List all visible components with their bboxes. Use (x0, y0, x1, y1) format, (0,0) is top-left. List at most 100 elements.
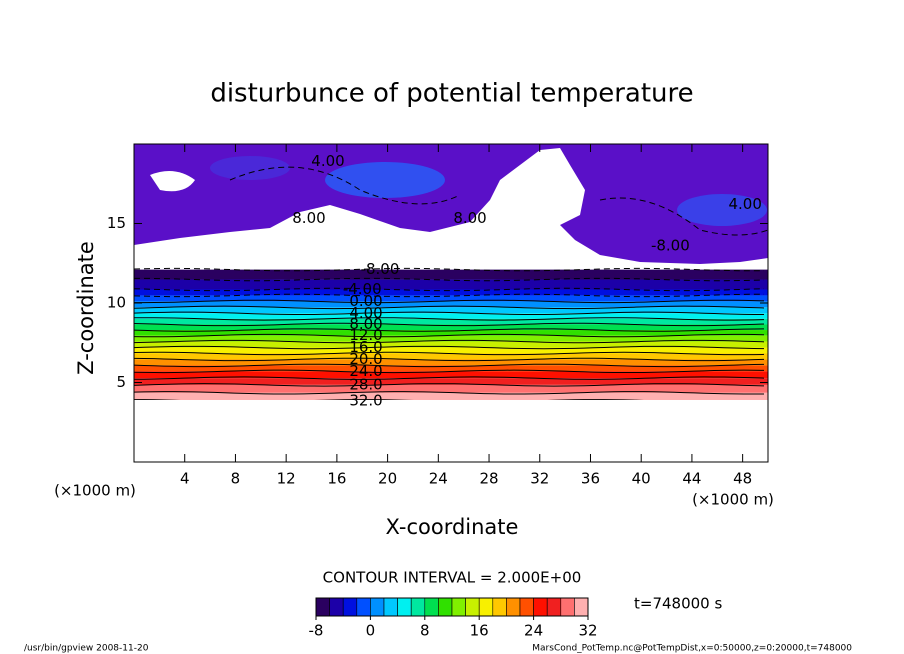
below-region (134, 400, 768, 462)
contour-band (134, 307, 768, 314)
x-tick-label: 20 (378, 470, 397, 488)
contour-label: 16.0 (349, 338, 382, 356)
colorbar-swatch (465, 597, 480, 617)
contour-line (134, 277, 765, 282)
colorbar-swatch (383, 597, 398, 617)
chart-title: disturbunce of potential temperature (210, 79, 693, 109)
x-tick-label: 4 (180, 470, 190, 488)
contour-band (134, 324, 768, 331)
colorbar-swatch (370, 597, 385, 617)
contour-label: 8.00 (292, 209, 325, 227)
cloud-region (150, 171, 195, 192)
colorbar-swatch (574, 597, 589, 617)
contour-label: 0.00 (349, 292, 382, 310)
contour-label: 8.00 (453, 209, 486, 227)
contour-label: 12.0 (349, 326, 382, 344)
contour-label: -8.00 (651, 236, 690, 254)
contour-band (134, 359, 768, 366)
contour-line (134, 293, 765, 298)
contour-line (134, 305, 765, 310)
colorbar-swatch (397, 597, 412, 617)
colorbar-tick-label: -8 (309, 622, 324, 640)
colorbar-swatch (519, 597, 534, 617)
colorbar-swatch (356, 597, 371, 617)
contour-line (134, 363, 765, 368)
contour-band (134, 392, 768, 401)
y-axis-title: Z-coordinate (74, 241, 98, 375)
x-tick-label: 40 (632, 470, 651, 488)
contour-label: 24.0 (349, 362, 382, 380)
time-label: t=748000 s (634, 595, 722, 613)
colorbar-swatch (451, 597, 466, 617)
x-tick-label: 36 (581, 470, 600, 488)
colorbar-frame (315, 597, 589, 617)
contour-band (134, 371, 768, 379)
contour-band (134, 384, 768, 393)
contour-label: -8.00 (361, 260, 400, 278)
colorbar-tick-label: 0 (366, 622, 376, 640)
colorbar-swatch (342, 597, 358, 617)
contour-line (134, 299, 765, 304)
cold-core (677, 194, 767, 226)
contour-band (134, 289, 768, 296)
contour-label: 4.00 (728, 195, 761, 213)
contour-band (134, 279, 768, 290)
contour-band (134, 365, 768, 372)
contour-band (134, 295, 768, 302)
contour-label: -4.00 (343, 280, 382, 298)
x-tick-label: 48 (733, 470, 752, 488)
contour-band (134, 335, 768, 342)
contour-band (134, 301, 768, 308)
contour-line (229, 166, 768, 236)
y-tick-label: 5 (116, 373, 126, 391)
contour-line (134, 317, 765, 321)
contour-band (134, 330, 768, 336)
contour-band (134, 378, 768, 385)
contour-band (134, 318, 768, 325)
y-tick-label: 15 (107, 214, 126, 232)
contour-interval: CONTOUR INTERVAL = 2.000E+00 (323, 569, 582, 587)
x-tick-label: 12 (277, 470, 296, 488)
x-tick-label: 8 (231, 470, 241, 488)
y-tick-label: 10 (107, 294, 126, 312)
colorbar-swatch (478, 597, 494, 617)
colorbar-tick-label: 24 (524, 622, 543, 640)
colorbar-swatch (315, 597, 330, 617)
contour-line (134, 376, 765, 380)
contour-line (134, 328, 765, 332)
contour-band (134, 341, 768, 348)
contour-line (134, 383, 765, 387)
colorbar-swatch (506, 597, 521, 617)
contour-line (134, 391, 765, 395)
footer-left: /usr/bin/gpview 2008-11-20 (24, 644, 149, 654)
cold-core (325, 162, 445, 198)
x-tick-label: 24 (429, 470, 448, 488)
colorbar-tick-label: 8 (420, 622, 430, 640)
contour-line (134, 345, 765, 350)
colorbar-swatch (560, 597, 575, 617)
contour-line (134, 351, 765, 356)
contour-label: 28.0 (349, 375, 382, 393)
contour-band (134, 269, 768, 280)
contour-line (134, 322, 765, 327)
colorbar-swatch (533, 597, 548, 617)
colorbar-tick-label: 32 (578, 622, 597, 640)
contour-label: 20.0 (349, 350, 382, 368)
colorbar-swatch (546, 597, 562, 617)
contour-line (134, 333, 765, 338)
colorbar-swatch (410, 597, 426, 617)
contour-label: 4.00 (311, 152, 344, 170)
contour-band (134, 313, 768, 319)
colorbar-swatch (424, 597, 439, 617)
contour-label: 8.00 (349, 315, 382, 333)
x-tick-label: 32 (530, 470, 549, 488)
contour-field: 32.028.024.020.016.012.08.004.000.00-4.0… (134, 144, 768, 462)
x-unit: (×1000 m) (692, 491, 774, 509)
x-axis-title: X-coordinate (386, 515, 519, 539)
contour-line (134, 339, 765, 344)
x-tick-label: 16 (327, 470, 346, 488)
contour-line (134, 357, 765, 362)
y-unit: (×1000 m) (54, 482, 136, 500)
contour-band (134, 347, 768, 354)
